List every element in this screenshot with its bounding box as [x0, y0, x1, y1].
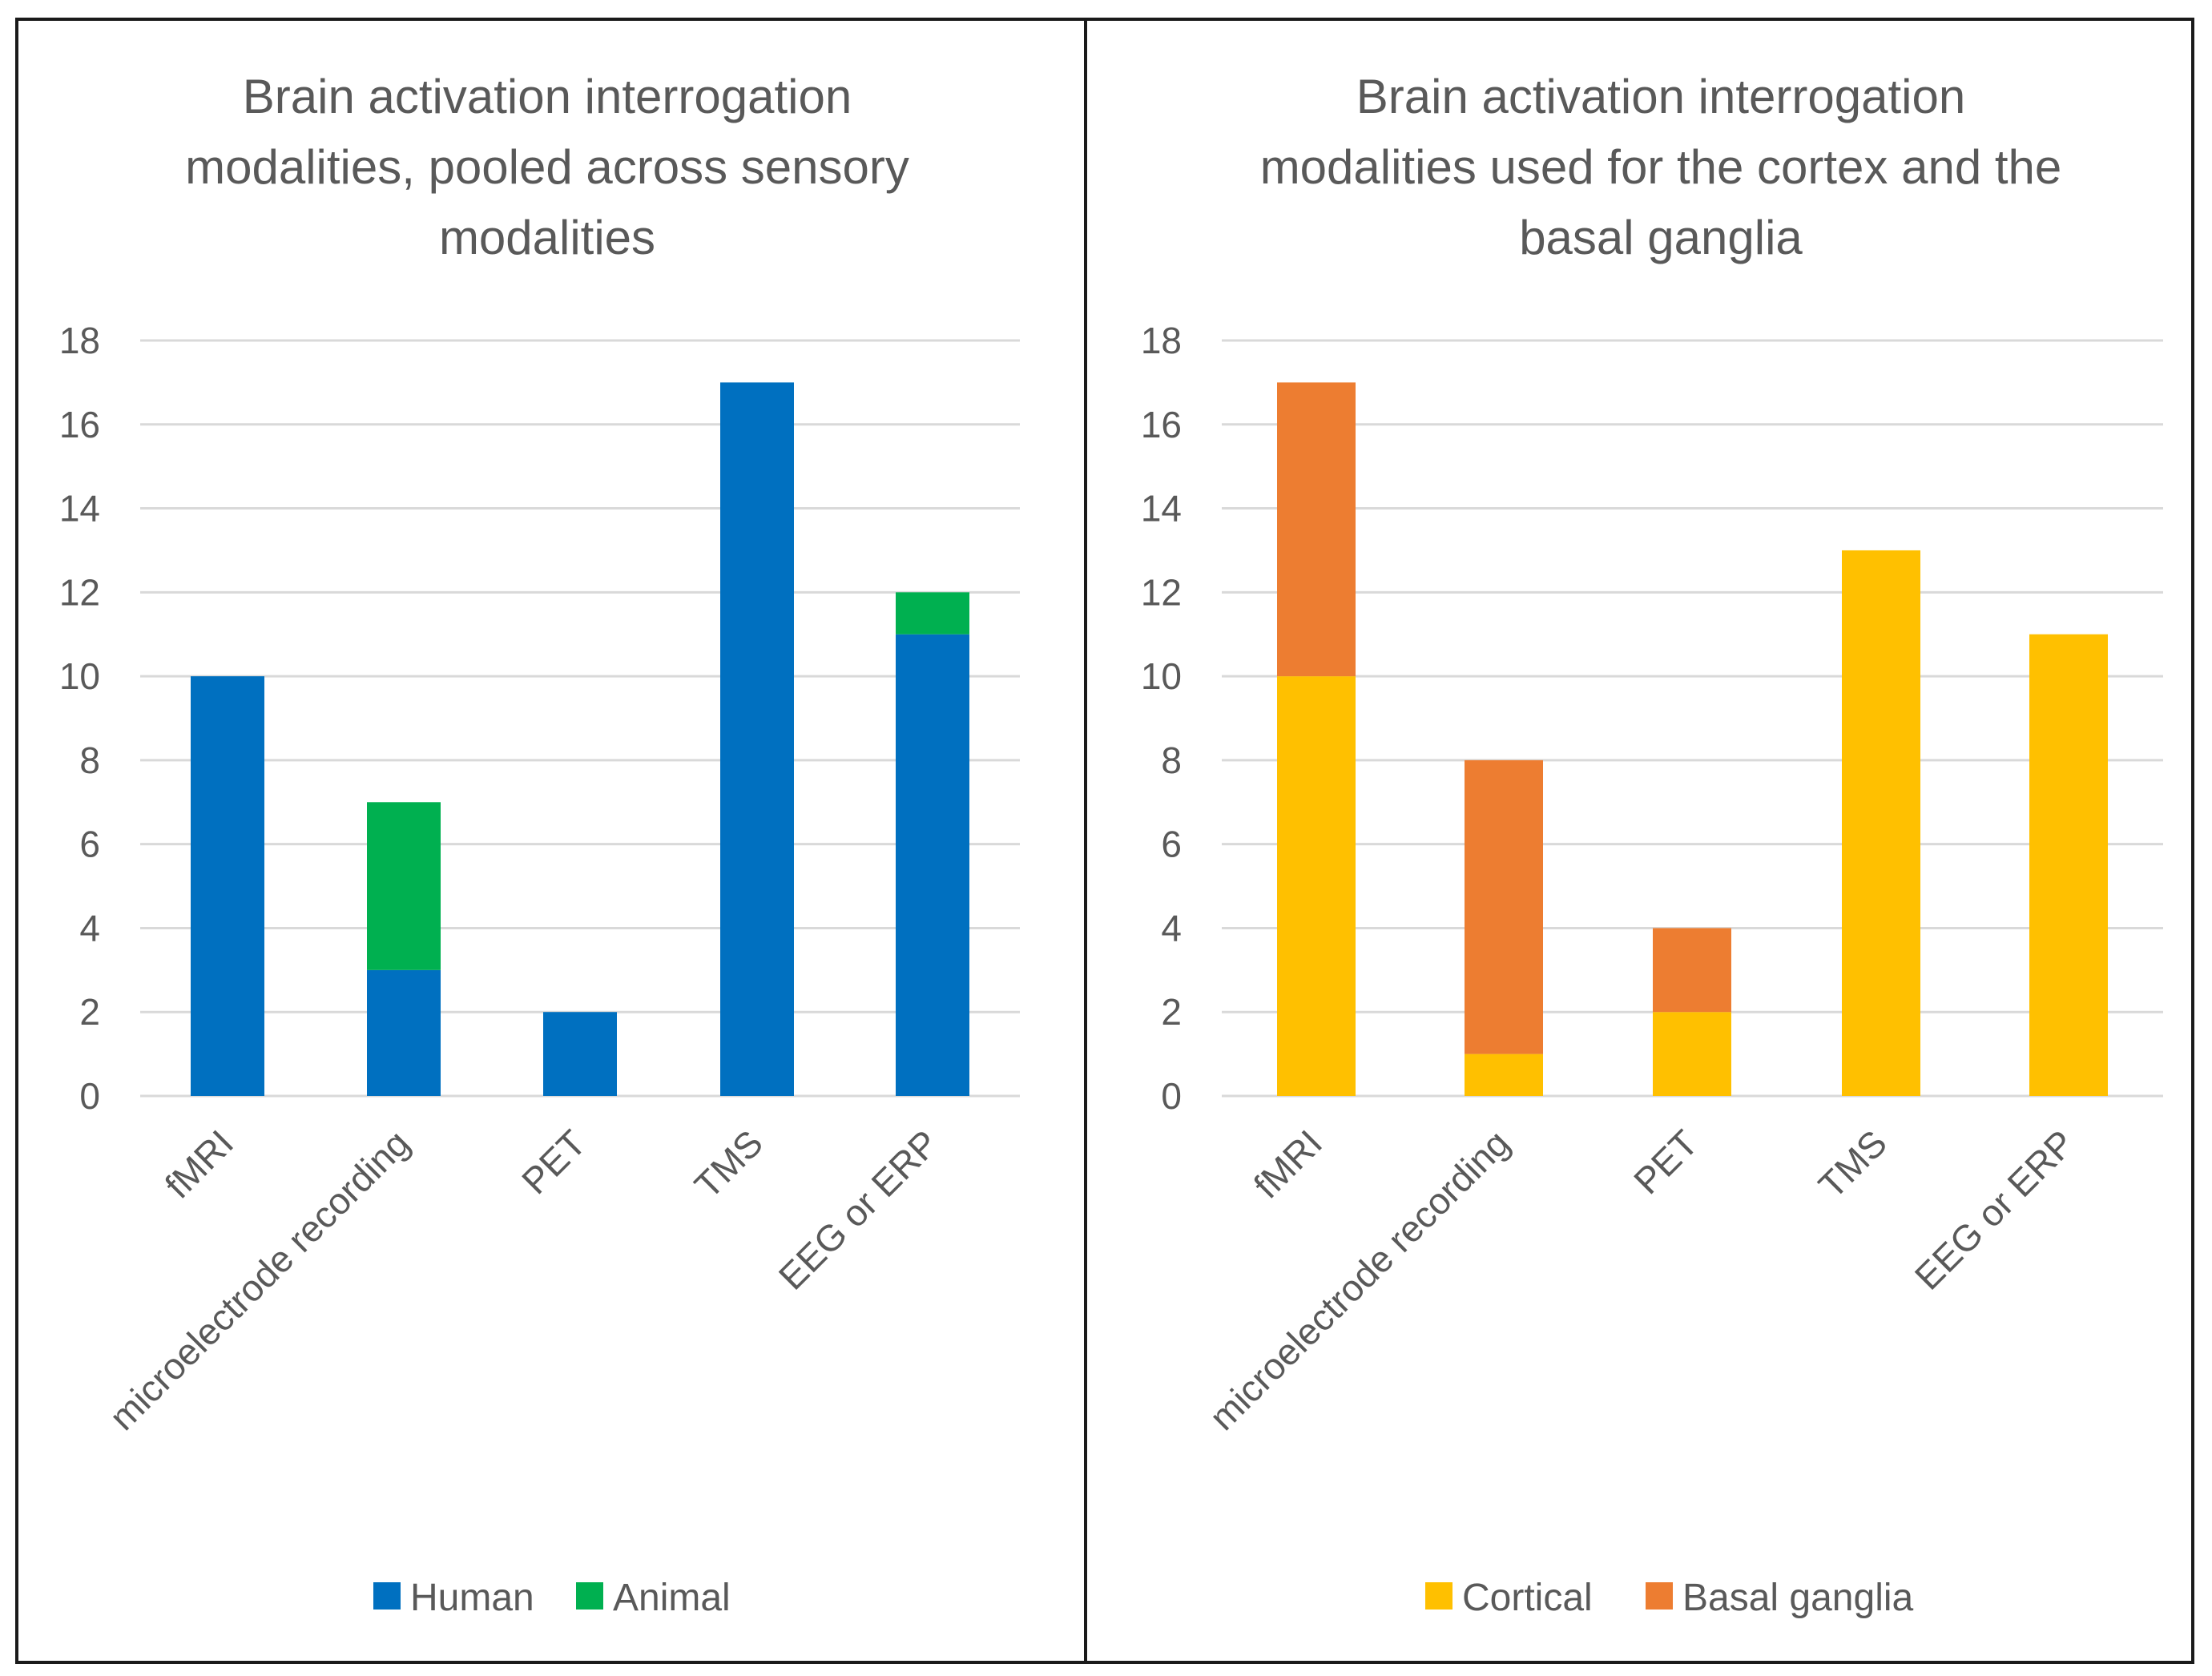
legend-swatch-human — [373, 1582, 401, 1610]
bar-cortical-tms — [1842, 550, 1920, 1096]
y-tick-label-14: 14 — [1141, 488, 1182, 530]
legend-label-cortical: Cortical — [1462, 1577, 1593, 1619]
chart-left-title-line-3: modalities — [439, 211, 655, 264]
figure-frame — [15, 18, 2194, 1664]
y-tick-label-14: 14 — [59, 488, 100, 530]
bar-basal-ganglia-fmri — [1277, 382, 1356, 677]
bar-cortical-eeg-or-erp — [2029, 634, 2108, 1096]
bar-human-fmri — [191, 676, 264, 1096]
chart-left-bars — [191, 382, 969, 1096]
bar-human-microelectrode-recording — [367, 969, 441, 1096]
bar-human-eeg-or-erp — [896, 634, 969, 1096]
y-tick-label-10: 10 — [1141, 655, 1182, 697]
bar-animal-eeg-or-erp — [896, 592, 969, 635]
bar-cortical-fmri — [1277, 676, 1356, 1096]
bar-animal-microelectrode-recording — [367, 802, 441, 970]
y-tick-label-10: 10 — [59, 655, 100, 697]
y-tick-label-16: 16 — [59, 404, 100, 445]
y-tick-label-18: 18 — [59, 320, 100, 361]
chart-left-y-ticks: 0 2 4 6 8 10 12 14 16 18 — [59, 320, 100, 1117]
legend-label-human: Human — [410, 1577, 534, 1619]
y-tick-label-12: 12 — [1141, 571, 1182, 613]
legend-swatch-animal — [576, 1582, 603, 1610]
y-tick-label-2: 2 — [79, 991, 100, 1033]
y-tick-label-12: 12 — [59, 571, 100, 613]
chart-right-bars — [1277, 382, 2108, 1096]
y-tick-label-8: 8 — [1161, 739, 1182, 781]
chart-left-title-line-1: Brain activation interrogation — [243, 70, 852, 123]
y-tick-label-16: 16 — [1141, 404, 1182, 445]
y-tick-label-6: 6 — [1161, 824, 1182, 865]
y-tick-label-0: 0 — [79, 1075, 100, 1117]
y-tick-label-2: 2 — [1161, 991, 1182, 1033]
y-tick-label-18: 18 — [1141, 320, 1182, 361]
chart-left-legend: Human Animal — [373, 1577, 731, 1619]
chart-right-legend: Cortical Basal ganglia — [1425, 1577, 1914, 1619]
legend-label-basal-ganglia: Basal ganglia — [1682, 1577, 1914, 1619]
y-tick-label-8: 8 — [79, 739, 100, 781]
legend-label-animal: Animal — [613, 1577, 731, 1619]
bar-human-tms — [720, 382, 794, 1096]
chart-right-title-line-1: Brain activation interrogation — [1356, 70, 1965, 123]
y-tick-label-0: 0 — [1161, 1075, 1182, 1117]
legend-swatch-cortical — [1425, 1582, 1453, 1610]
chart-right-y-ticks: 0 2 4 6 8 10 12 14 16 18 — [1141, 320, 1182, 1117]
bar-cortical-pet — [1653, 1012, 1731, 1096]
bar-cortical-microelectrode-recording — [1465, 1054, 1543, 1096]
bar-basal-ganglia-pet — [1653, 928, 1731, 1013]
y-tick-label-4: 4 — [79, 907, 100, 949]
chart-right-title-line-2: modalities used for the cortex and the — [1260, 140, 2062, 194]
bar-human-pet — [543, 1012, 617, 1096]
y-tick-label-4: 4 — [1161, 907, 1182, 949]
y-tick-label-6: 6 — [79, 824, 100, 865]
bar-basal-ganglia-microelectrode-recording — [1465, 759, 1543, 1054]
chart-right-title-line-3: basal ganglia — [1519, 211, 1803, 264]
legend-swatch-basal-ganglia — [1646, 1582, 1673, 1610]
chart-left-title-line-2: modalities, pooled across sensory — [185, 140, 909, 194]
